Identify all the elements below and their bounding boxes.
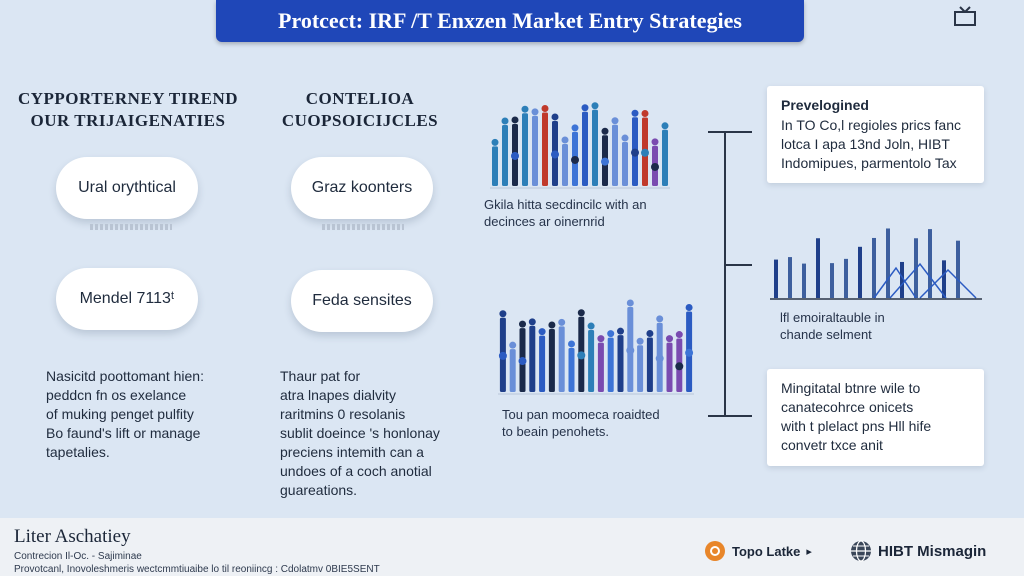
skyline-tower [844, 258, 848, 298]
topo-latke-logo[interactable]: Topo Latke ▸ [704, 540, 812, 562]
skyline-tower [788, 257, 792, 298]
figure-icon [501, 117, 509, 186]
city-skyline-figure [770, 228, 982, 300]
figure-icon [518, 320, 527, 392]
figure-icon [561, 136, 569, 186]
bracket-top-arm [708, 131, 752, 133]
figure-icon [528, 318, 536, 392]
figure-icon [666, 335, 673, 392]
figure-icon [636, 337, 644, 392]
bracket-bottom-arm [708, 415, 752, 417]
footer-subtitle: Contrecion Il-Oc. - Sajiminae [14, 551, 142, 562]
city-caption: lfl emoiraltauble in chande selment [780, 310, 885, 342]
figure-icon [558, 318, 566, 392]
figure-icon [498, 310, 507, 392]
bottom-cluster-caption: Tou pan moomeca roaidted to beain penohe… [502, 407, 660, 439]
figure-icon [617, 327, 624, 392]
figure-icon [587, 322, 595, 392]
figure-icon [626, 299, 635, 392]
footer-title: Liter Aschatiey [14, 526, 131, 547]
card-mingitatal: Mingitatal btnre wile to canatecohrce on… [767, 369, 984, 466]
figure-icon [538, 328, 546, 392]
skyline-tower [858, 246, 862, 298]
figure-icon [655, 315, 664, 392]
footer-note: Provotcanl, Inovoleshmeris wectcmmtiuaib… [14, 564, 380, 575]
figure-icon [651, 138, 659, 186]
tv-icon [954, 6, 976, 26]
bracket-vertical [724, 131, 726, 416]
pill-graz-koonters[interactable]: Graz koonters [291, 157, 433, 219]
card-text: In TO Co,l regioles prics fanc lotca I a… [781, 117, 962, 171]
figure-icon [675, 331, 684, 392]
bridge-arches [873, 262, 977, 299]
topo-latke-label: Topo Latke [732, 543, 801, 559]
card-prevelogined: Prevelogined In TO Co,l regioles prics f… [767, 86, 984, 183]
skyline-tower [886, 228, 890, 298]
pill-mendel[interactable]: Mendel 7113ᵗ [56, 268, 198, 330]
pill-ural-orythtical[interactable]: Ural orythtical [56, 157, 198, 219]
skyline-tower [830, 263, 834, 298]
skyline-tower [774, 259, 778, 298]
left-column-body: Nasicitd poottomant hien: peddcn fn os e… [46, 368, 204, 460]
arrow-icon: ▸ [806, 545, 812, 558]
page-title: Protcect: IRF /T Enxzen Market Entry Str… [216, 0, 804, 42]
figure-icon [548, 321, 556, 392]
figure-icon [551, 113, 559, 186]
skyline-tower [816, 238, 820, 298]
figure-icon [685, 304, 694, 392]
middle-heading-line1: CONTELIOA [305, 89, 415, 108]
figure-icon [577, 309, 586, 392]
skyline-tower [872, 237, 876, 298]
figure-icon [641, 110, 649, 186]
figure-icon [631, 109, 639, 186]
hibt-logo[interactable]: HIBT Mismagin [850, 540, 986, 562]
bracket-middle-arm [724, 264, 752, 266]
pill-shadow [322, 224, 404, 230]
figure-icon [491, 138, 499, 186]
skyline-tower [928, 229, 932, 298]
figure-icon [607, 330, 615, 392]
skyline-tower [802, 263, 806, 298]
figure-icon [611, 117, 619, 186]
figure-icon [646, 329, 654, 392]
figure-icon [511, 116, 519, 186]
left-heading-line1: CYPPORTERNEY TIREND [17, 89, 238, 108]
middle-column-body: Thaur pat for atra lnapes dialvity rarit… [280, 368, 440, 498]
figure-icon [597, 335, 605, 392]
figure-icon [521, 105, 529, 186]
skyline-tower [956, 240, 960, 298]
pill-feda-sensites[interactable]: Feda sensites [291, 270, 433, 332]
figure-icon [541, 104, 549, 186]
figure-icon [621, 134, 629, 186]
left-heading-line2: OUR TRIJAIGENATIES [30, 111, 226, 130]
hibt-label: HIBT Mismagin [878, 542, 987, 560]
skyline-tower [942, 260, 946, 298]
figure-icon [591, 102, 599, 186]
figure-icon [581, 104, 589, 186]
middle-heading-line2: CUOPSOICIJCLES [281, 111, 439, 130]
figure-icon [571, 124, 579, 186]
card-title: Prevelogined [781, 97, 869, 113]
top-cluster-caption: Gkila hitta secdincilc with an decinces … [484, 197, 647, 229]
left-column-heading: CYPPORTERNEY TIREND OUR TRIJAIGENATIES [10, 88, 246, 132]
card-text: Mingitatal btnre wile to canatecohrce on… [781, 380, 932, 453]
figure-icon [661, 122, 669, 186]
pill-shadow [90, 224, 172, 230]
figure-icon [568, 340, 575, 392]
skyline-tower [900, 261, 904, 298]
top-figure-cluster [490, 102, 670, 189]
figure-icon [531, 108, 539, 186]
figure-icon [601, 127, 609, 186]
middle-column-heading: CONTELIOA CUOPSOICIJCLES [262, 88, 458, 132]
figure-icon [509, 341, 517, 392]
globe-icon [851, 540, 871, 562]
bottom-figure-cluster [498, 299, 694, 395]
orange-badge-icon [705, 541, 725, 561]
